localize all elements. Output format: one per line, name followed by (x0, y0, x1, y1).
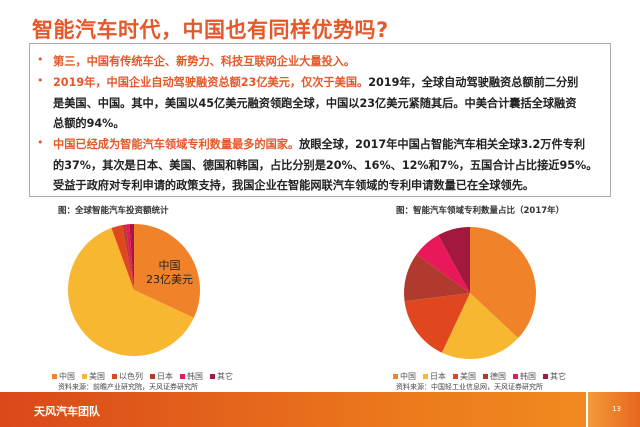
pie-slice-德国 (403, 254, 470, 302)
pie-slice-韩国 (125, 224, 134, 290)
pie-slice-中国 (134, 224, 200, 318)
legend-swatch (112, 374, 117, 379)
pie-slice-日本 (122, 224, 134, 290)
bullet-1-text: 第三，中国有传统车企、新势力、科技互联网企业大量投入。 (53, 55, 356, 68)
pie-slice-美国 (404, 293, 470, 353)
summary-box (29, 43, 611, 197)
legend-item: 日本 (150, 371, 173, 382)
legend-label: 韩国 (520, 372, 536, 381)
legend-label: 其它 (217, 372, 233, 381)
pie-data-label: 中国 23亿美元 (146, 259, 193, 286)
legend-item: 德国 (483, 371, 506, 382)
pie-slice-以色列 (111, 225, 134, 290)
chart-1-legend: 中国 美国 以色列 日本 韩国 其它 (52, 371, 233, 382)
legend-label: 中国 (59, 372, 75, 381)
bullet-2-line-1: 2019年，中国企业自动驾驶融资总额23亿美元，仅次于美国。2019年，全球自动… (53, 74, 578, 90)
legend-item: 中国 (52, 371, 75, 382)
bullet-icon: • (37, 136, 44, 149)
chart-2-source: 资料来源：中国轻工业信息网，天风证券研究所 (396, 383, 543, 391)
bullet-3-line-2: 的37%，其次是日本、美国、德国和韩国，占比分别是20%、16%、12%和7%，… (53, 159, 598, 172)
legend-label: 韩国 (187, 372, 203, 381)
legend-item: 以色列 (112, 371, 143, 382)
footer-team: 天风汽车团队 (34, 405, 100, 418)
pie-chart-investment (68, 224, 200, 356)
legend-label: 美国 (89, 372, 105, 381)
legend-item: 中国 (393, 371, 416, 382)
legend-swatch (513, 374, 518, 379)
pie-slice-其它 (438, 227, 470, 293)
chart-2-legend: 中国 日本 美国 德国 韩国 其它 (393, 371, 566, 382)
bullet-3-line-3: 受益于政府对专利申请的政策支持，我国企业在智能网联汽车领域的专利申请数量已在全球… (53, 179, 535, 192)
legend-item: 其它 (210, 371, 233, 382)
legend-label: 中国 (400, 372, 416, 381)
bullet-2-rest: 2019年，全球自动驾驶融资总额前二分别 (368, 76, 579, 89)
footer-page-box (588, 392, 640, 427)
legend-item: 韩国 (180, 371, 203, 382)
pie-slice-中国 (470, 227, 536, 339)
legend-label: 美国 (460, 372, 476, 381)
legend-label: 日本 (157, 372, 173, 381)
legend-swatch (150, 374, 155, 379)
legend-swatch (453, 374, 458, 379)
pie-slice-韩国 (416, 235, 470, 293)
chart-1-title: 图：全球智能汽车投资额统计 (58, 206, 169, 216)
legend-swatch (82, 374, 87, 379)
bullet-3-highlight: 中国已经成为智能汽车领域专利数量最多的国家。 (53, 138, 300, 151)
footer-bar (0, 392, 586, 427)
bullet-icon: • (37, 74, 44, 87)
bullet-3-rest: 放眼全球，2017年中国占智能汽车相关全球3.2万件专利 (299, 138, 586, 151)
bullet-icon: • (37, 53, 44, 66)
legend-label: 以色列 (119, 372, 143, 381)
bullet-3-line-1: 中国已经成为智能汽车领域专利数量最多的国家。放眼全球，2017年中国占智能汽车相… (53, 136, 585, 152)
legend-item: 美国 (82, 371, 105, 382)
bullet-2-line-2: 是美国、中国。其中，美国以45亿美元融资领跑全球，中国以23亿美元紧随其后。中美… (53, 97, 577, 110)
page-title: 智能汽车时代，中国也有同样优势吗? (32, 18, 389, 42)
legend-label: 德国 (490, 372, 506, 381)
legend-item: 日本 (423, 371, 446, 382)
legend-swatch (210, 374, 215, 379)
pie-slice-其它 (129, 224, 134, 290)
pie-slice-美国 (68, 227, 194, 356)
legend-swatch (483, 374, 488, 379)
legend-swatch (393, 374, 398, 379)
legend-item: 韩国 (513, 371, 536, 382)
chart-1-source: 资料来源：前瞻产业研究院，天风证券研究所 (58, 383, 198, 391)
legend-label: 其它 (550, 372, 566, 381)
page-number: 13 (612, 405, 621, 413)
bullet-2-highlight: 2019年，中国企业自动驾驶融资总额23亿美元，仅次于美国。 (53, 76, 369, 89)
legend-swatch (52, 374, 57, 379)
chart-2-title: 图：智能汽车领域专利数量占比（2017年） (396, 206, 565, 216)
legend-swatch (180, 374, 185, 379)
legend-label: 日本 (430, 372, 446, 381)
bullet-2-line-3: 总额的94%。 (53, 117, 125, 130)
pie-chart-patents (403, 227, 536, 360)
legend-item: 其它 (543, 371, 566, 382)
legend-swatch (423, 374, 428, 379)
legend-item: 美国 (453, 371, 476, 382)
pie-slice-日本 (441, 293, 519, 360)
legend-swatch (543, 374, 548, 379)
